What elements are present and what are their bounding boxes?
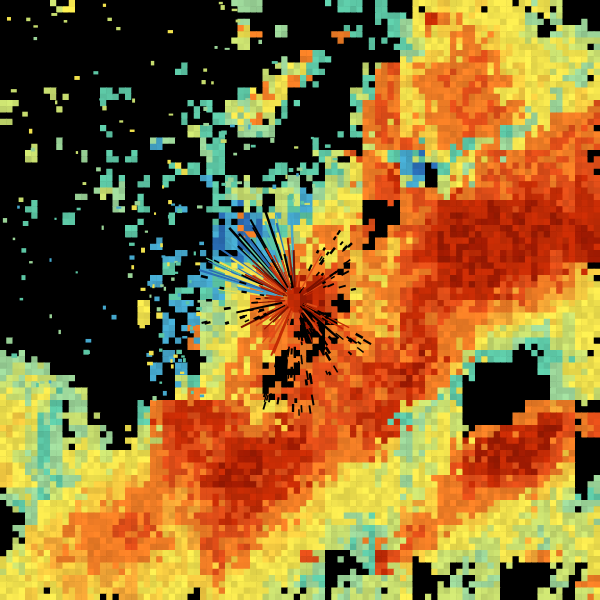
radar-image [0, 0, 600, 600]
radar-view [0, 0, 600, 600]
